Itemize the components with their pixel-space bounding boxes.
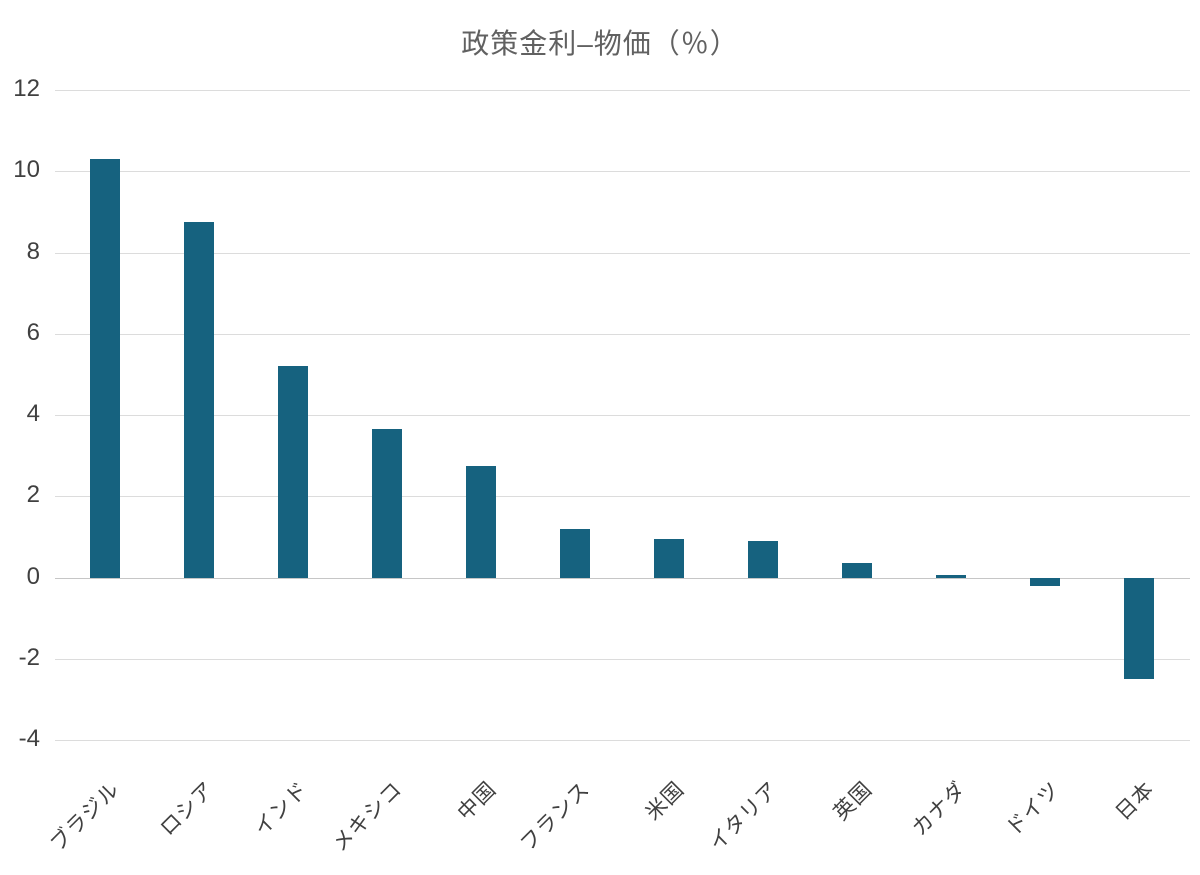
- bar: [372, 429, 402, 578]
- x-tick-label: 英国: [829, 777, 877, 825]
- bar: [748, 540, 778, 578]
- y-tick-label: 0: [26, 562, 40, 590]
- gridline: [55, 90, 1190, 91]
- zero-gridline: [55, 577, 1190, 579]
- y-tick-label: 10: [13, 156, 40, 184]
- bar: [1030, 577, 1060, 586]
- y-tick-label: 12: [13, 74, 40, 102]
- y-tick-label: -2: [18, 643, 40, 671]
- x-tick-label: カナダ: [907, 777, 971, 841]
- y-tick-label: 6: [26, 318, 40, 346]
- bar: [278, 366, 308, 578]
- chart-title: 政策金利–物価（％）: [461, 28, 739, 59]
- x-tick-label: ブラジル: [46, 777, 125, 856]
- y-tick-label: -4: [18, 724, 40, 752]
- bar: [90, 159, 120, 578]
- bar: [842, 563, 872, 578]
- x-tick-label: インド: [249, 777, 313, 841]
- gridline: [55, 740, 1190, 741]
- bar: [184, 222, 214, 578]
- x-tick-label: 中国: [453, 777, 501, 825]
- gridline: [55, 658, 1190, 660]
- y-tick-label: 8: [26, 237, 40, 265]
- x-tick-label: 米国: [641, 777, 689, 825]
- x-tick-label: ドイツ: [1001, 777, 1065, 841]
- bar: [560, 528, 590, 578]
- bar: [1124, 577, 1154, 680]
- x-tick-label: メキシコ: [328, 777, 407, 857]
- x-tick-label: イタリア: [704, 777, 783, 856]
- gridline: [55, 171, 1190, 173]
- x-tick-label: 日本: [1111, 777, 1159, 825]
- y-tick-label: 4: [26, 399, 40, 427]
- plot-area: ブラジル ロシア インド メキシコ 中国 フランス 米国 イタリア 英国 カナダ ドイツ 日本: [47, 90, 1190, 856]
- gridline: [55, 252, 1190, 254]
- bar: [466, 465, 496, 578]
- gridline: [55, 333, 1190, 335]
- bar: [936, 575, 966, 578]
- x-tick-label: ロシア: [155, 777, 219, 841]
- bar: [654, 538, 684, 578]
- y-tick-label: 2: [26, 481, 40, 509]
- x-tick-label: フランス: [516, 777, 595, 856]
- gridline: [55, 415, 1190, 416]
- gridline: [55, 496, 1190, 498]
